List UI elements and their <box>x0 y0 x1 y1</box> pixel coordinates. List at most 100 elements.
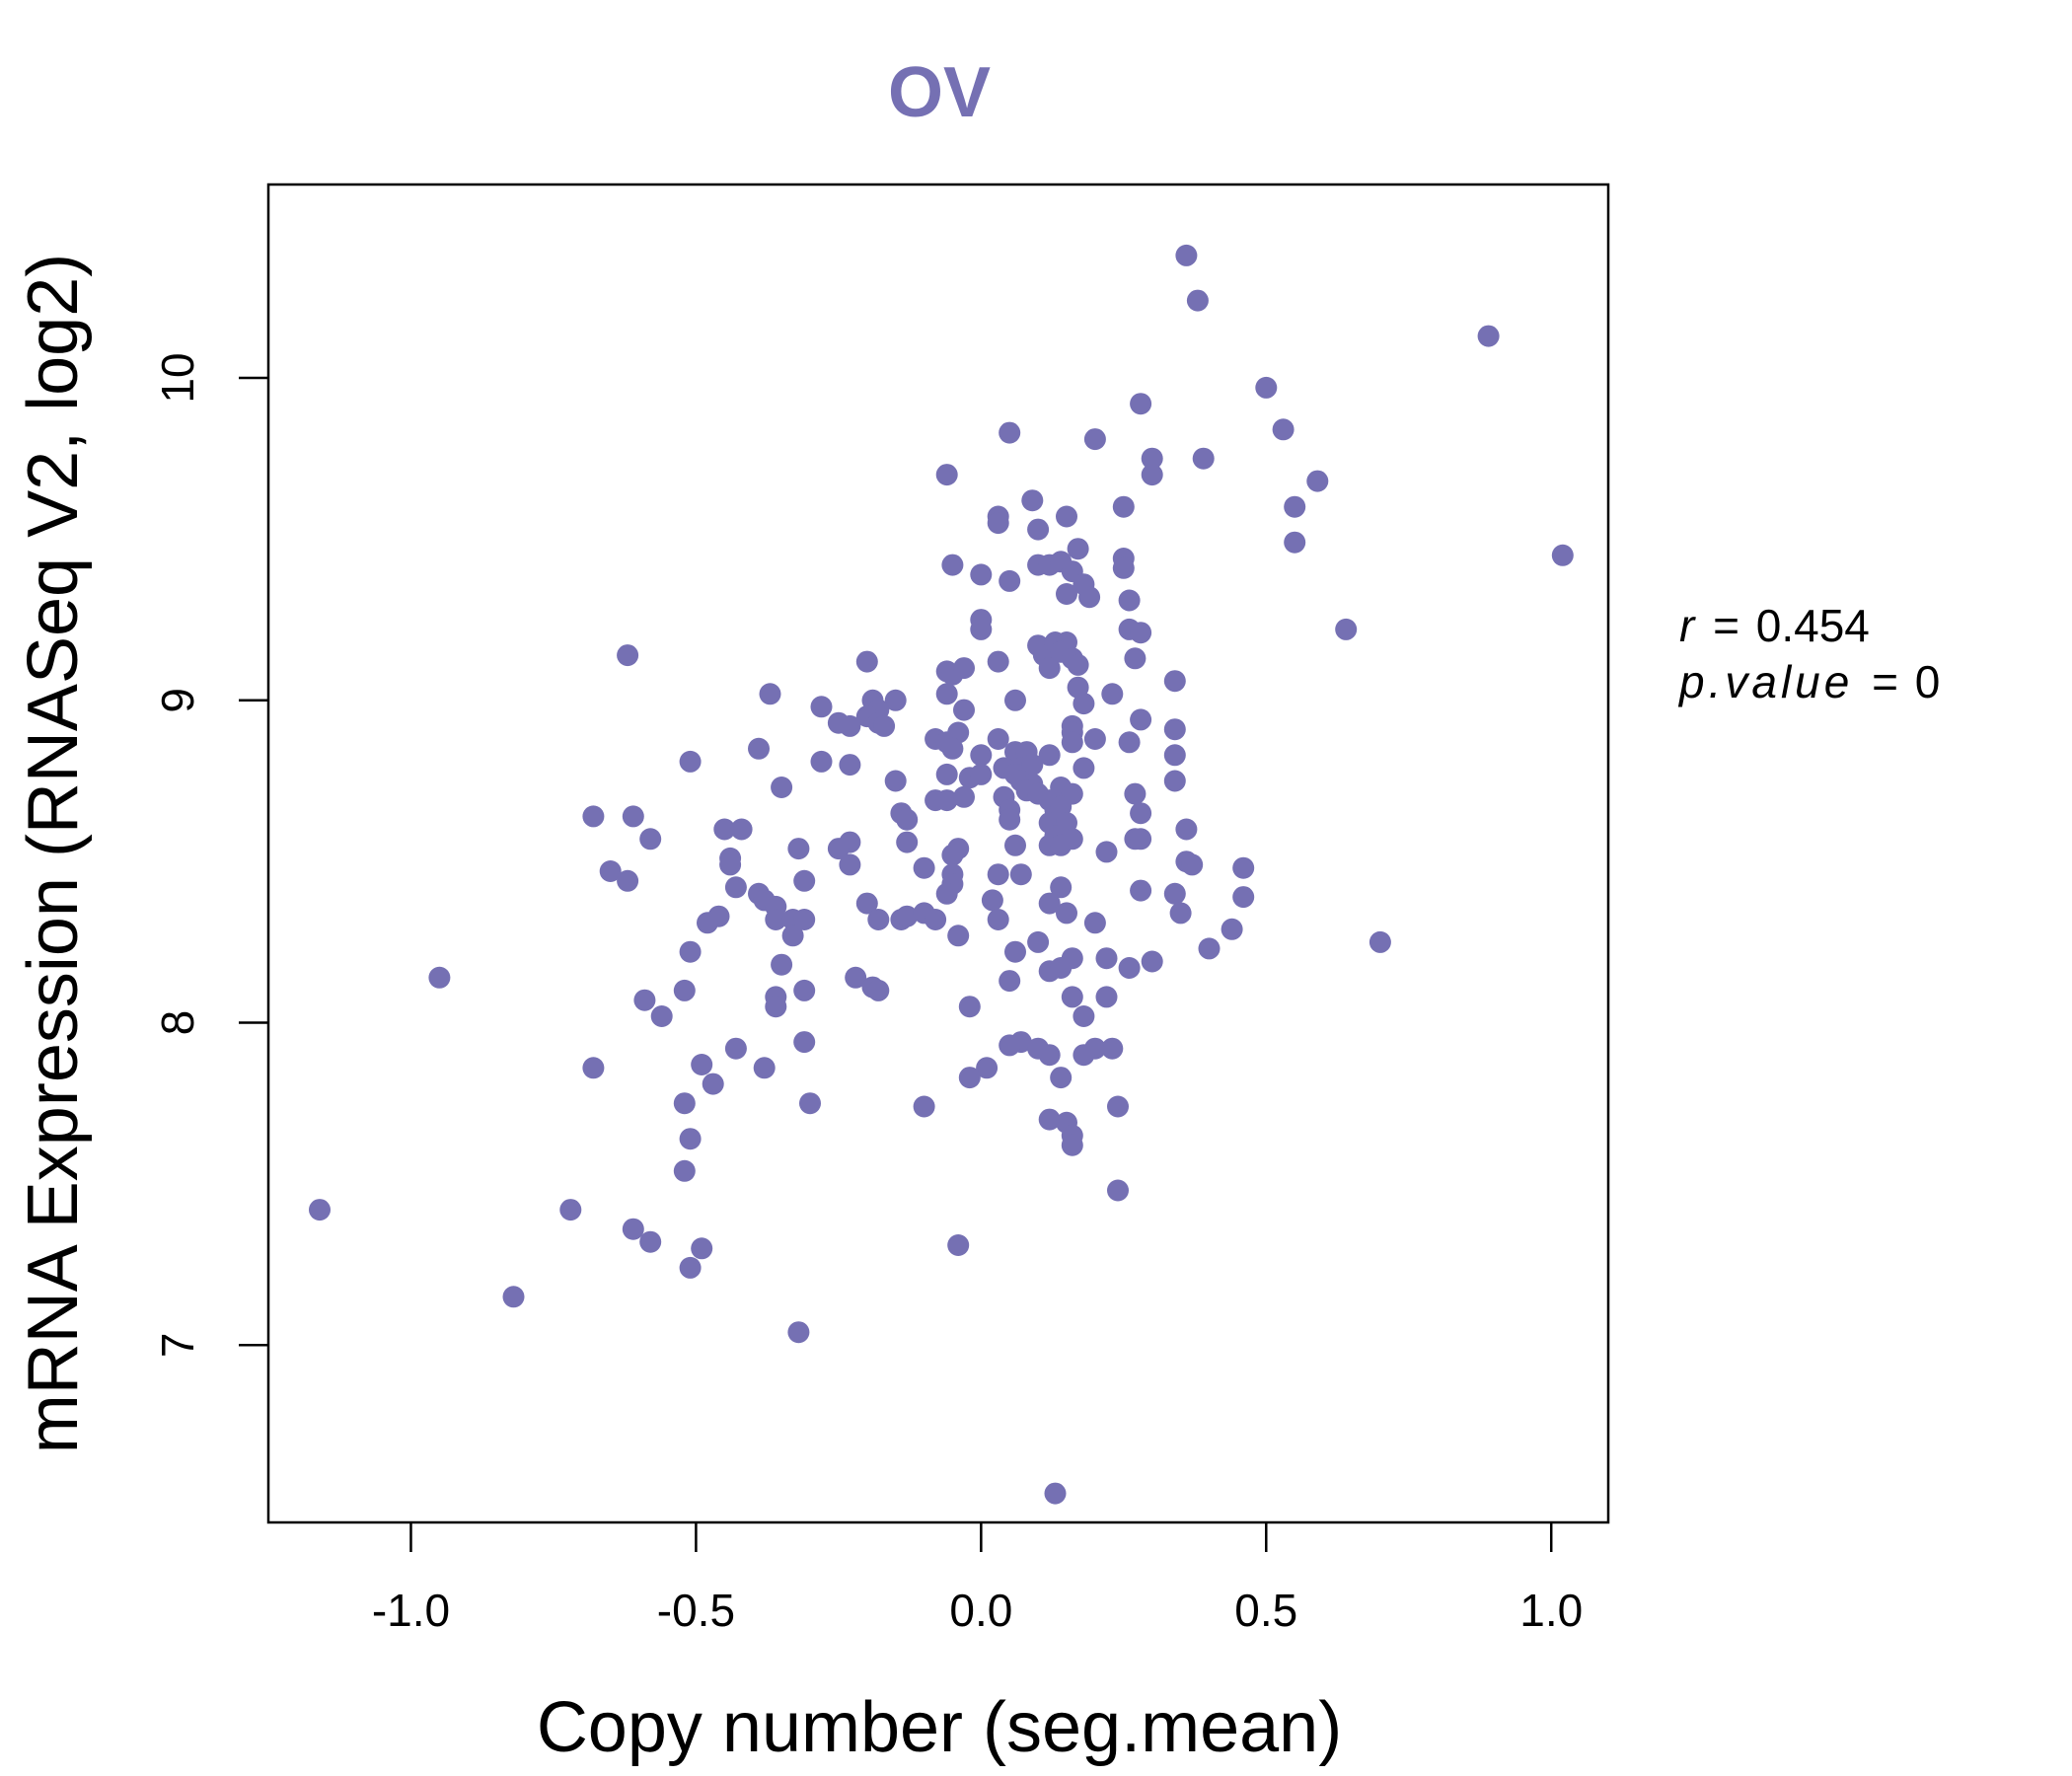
data-point <box>1163 882 1186 905</box>
data-point <box>713 818 736 841</box>
data-point <box>970 618 993 640</box>
data-point <box>1221 918 1243 940</box>
data-point <box>1038 1044 1061 1067</box>
data-point <box>599 860 622 882</box>
data-point <box>799 1092 821 1115</box>
data-point <box>855 892 878 915</box>
data-point <box>639 828 662 851</box>
data-point <box>935 763 958 785</box>
data-point <box>947 1234 970 1256</box>
data-point <box>1038 744 1061 767</box>
data-point <box>1095 947 1118 970</box>
data-point <box>935 464 958 486</box>
svg-text:p.value = 0: p.value = 0 <box>1677 656 1940 707</box>
x-tick-label: 0.0 <box>949 1585 1012 1636</box>
data-point <box>1130 879 1152 902</box>
data-point <box>1095 986 1118 1008</box>
data-point <box>1027 518 1050 541</box>
data-point <box>582 1057 605 1079</box>
data-point <box>691 1054 713 1075</box>
data-point <box>810 696 833 718</box>
data-point <box>873 714 896 737</box>
data-point <box>1118 589 1141 612</box>
data-point <box>1130 622 1152 644</box>
data-point <box>1369 930 1391 953</box>
data-point <box>1073 757 1095 779</box>
y-tick-label: 9 <box>152 688 203 713</box>
data-point <box>1255 376 1278 399</box>
data-point <box>759 683 781 705</box>
data-point <box>719 853 742 876</box>
data-point <box>839 714 861 737</box>
data-point <box>639 1230 662 1253</box>
y-tick-label: 7 <box>152 1332 203 1358</box>
data-point <box>913 856 935 879</box>
data-point <box>1169 902 1192 925</box>
data-point <box>1107 1179 1129 1202</box>
data-point <box>1163 744 1186 767</box>
data-point <box>987 909 1009 930</box>
data-point <box>771 953 793 976</box>
data-point <box>1067 653 1089 676</box>
data-point <box>730 818 753 841</box>
data-point <box>309 1199 331 1221</box>
data-point <box>1118 957 1141 979</box>
data-point <box>1198 937 1221 960</box>
data-point <box>1551 544 1574 566</box>
data-point <box>1038 1108 1061 1131</box>
data-point <box>1107 1095 1129 1118</box>
data-point <box>810 750 833 773</box>
data-point <box>1073 1005 1095 1027</box>
svg-text:r = 0.454: r = 0.454 <box>1679 600 1870 651</box>
data-point <box>1272 418 1295 441</box>
data-point <box>1073 693 1095 715</box>
data-point <box>1004 834 1026 856</box>
data-point <box>1112 556 1135 579</box>
data-point <box>935 789 958 812</box>
data-point <box>1306 470 1329 492</box>
data-point <box>855 650 878 673</box>
data-point <box>999 808 1021 831</box>
data-point <box>793 869 816 892</box>
data-point <box>673 1159 696 1182</box>
data-point <box>787 1321 810 1344</box>
data-point <box>1101 1037 1124 1060</box>
correlation-annotation: r = 0.454 p.value = 0 <box>1677 600 1940 707</box>
y-tick-label: 8 <box>152 1010 203 1036</box>
data-point <box>793 909 816 930</box>
data-point <box>970 744 993 767</box>
data-point <box>679 1128 702 1150</box>
p-value: 0 <box>1915 656 1941 707</box>
data-point <box>1061 731 1083 754</box>
data-point <box>896 905 919 927</box>
data-point <box>1163 670 1186 693</box>
data-point <box>947 925 970 947</box>
data-point <box>827 838 850 860</box>
data-point <box>1141 447 1163 470</box>
data-point <box>1083 428 1106 451</box>
data-point <box>1004 940 1026 963</box>
data-point <box>958 1067 981 1089</box>
data-point <box>1477 325 1500 347</box>
data-point <box>981 889 1003 912</box>
data-point <box>1021 754 1044 777</box>
r-label: r <box>1679 600 1696 651</box>
data-point <box>1124 647 1147 670</box>
data-point <box>953 699 975 721</box>
data-point <box>970 563 993 586</box>
data-point <box>1232 856 1255 879</box>
p-label: p.value <box>1677 656 1853 707</box>
data-point <box>559 1199 582 1221</box>
data-point <box>999 421 1021 444</box>
data-point <box>1004 689 1026 711</box>
data-point <box>839 853 861 876</box>
data-point <box>1050 1067 1073 1089</box>
data-point <box>839 754 861 777</box>
data-point <box>679 750 702 773</box>
r-value: 0.454 <box>1756 600 1870 651</box>
data-point <box>793 979 816 1001</box>
data-point <box>582 805 605 828</box>
data-point <box>793 1031 816 1054</box>
data-point <box>1073 1044 1095 1067</box>
